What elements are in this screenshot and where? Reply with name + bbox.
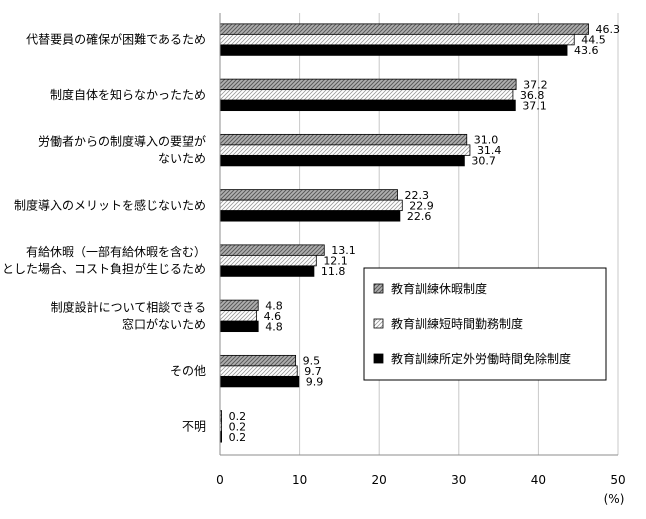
- legend-label: 教育訓練短時間勤務制度: [391, 316, 523, 331]
- x-unit-label: (%): [604, 492, 625, 506]
- category-label: 代替要員の確保が困難であるため: [26, 32, 206, 47]
- bar-series-3: [219, 154, 465, 167]
- bar-series-2: [219, 89, 514, 101]
- legend-swatch: [373, 283, 384, 294]
- bar-series-2: [219, 33, 575, 46]
- axes: 0 10 20 30 40 50 (%): [216, 13, 626, 506]
- category-label: 不明: [182, 419, 206, 433]
- data-label: 0.2: [229, 420, 247, 433]
- data-label: 9.5: [303, 355, 321, 368]
- data-label: 0.2: [229, 431, 247, 444]
- data-label: 31.4: [477, 144, 502, 157]
- x-tick-label: 10: [292, 473, 307, 487]
- category-label: 制度導入のメリットを感じないため: [14, 197, 206, 212]
- x-tick-label: 0: [216, 473, 224, 487]
- bar-series-3: [219, 210, 401, 222]
- data-label: 36.8: [520, 89, 545, 102]
- bar-series-1: [219, 78, 517, 91]
- bar-series-1: [219, 244, 325, 256]
- bar-series-1: [219, 133, 468, 146]
- category-label: とした場合、コスト負担が生じるため: [2, 261, 206, 276]
- bar-series-1: [219, 189, 398, 201]
- bar-series-1: [219, 23, 589, 35]
- bar-series-2: [219, 310, 258, 322]
- labels: 46.344.543.6 代替要員の確保が困難であるため 37.236.837.1 制…: [2, 23, 620, 444]
- data-label: 43.6: [574, 44, 599, 57]
- data-label: 9.9: [306, 376, 324, 389]
- category-label: その他: [170, 364, 206, 378]
- x-tick-label: 40: [531, 473, 546, 487]
- category-label: 制度設計について相談できる: [51, 299, 206, 314]
- category-label: 窓口がないため: [122, 316, 206, 331]
- data-label: 30.7: [471, 155, 496, 168]
- data-label: 44.5: [581, 34, 606, 47]
- data-label: 0.2: [229, 410, 247, 423]
- data-label: 13.1: [331, 244, 356, 257]
- bar-series-2: [219, 144, 471, 156]
- x-tick-label: 50: [610, 473, 625, 487]
- legend-box: [363, 267, 607, 381]
- bars: [219, 23, 589, 443]
- bar-series-3: [219, 320, 259, 333]
- legend-label: 教育訓練休暇制度: [391, 281, 487, 296]
- bar-series-3: [219, 99, 516, 112]
- data-label: 37.2: [523, 78, 548, 91]
- legend-label: 教育訓練所定外労働時間免除制度: [391, 351, 571, 366]
- bar-series-3: [219, 44, 568, 56]
- data-label: 22.6: [407, 210, 432, 223]
- legend-swatch: [373, 318, 384, 329]
- category-label: 制度自体を知らなかったため: [50, 87, 206, 102]
- data-label: 22.3: [405, 189, 430, 202]
- bar-series-3: [219, 265, 315, 277]
- data-label: 4.6: [264, 310, 282, 323]
- data-label: 37.1: [522, 99, 547, 112]
- bar-series-3: [219, 375, 300, 388]
- data-label: 11.8: [321, 265, 346, 278]
- data-label: 4.8: [265, 320, 283, 333]
- data-label: 4.8: [265, 299, 283, 312]
- category-label: 有給休暇（一部有給休暇を含む）: [26, 244, 206, 259]
- data-label: 12.1: [323, 255, 348, 268]
- data-label: 22.9: [409, 199, 434, 212]
- data-label: 9.7: [304, 365, 322, 378]
- data-label: 31.0: [474, 134, 499, 147]
- bar-series-1: [219, 299, 259, 312]
- bar-series-2: [219, 365, 298, 377]
- category-label: ないため: [158, 152, 206, 166]
- x-tick-label: 20: [372, 473, 387, 487]
- bar-series-1: [219, 354, 297, 367]
- category-label: 労働者からの制度導入の要望が: [38, 134, 206, 149]
- x-tick-label: 30: [451, 473, 466, 487]
- legend-swatch: [373, 353, 384, 364]
- data-label: 46.3: [596, 23, 621, 36]
- bar-series-2: [219, 199, 403, 212]
- bar-series-2: [219, 254, 317, 267]
